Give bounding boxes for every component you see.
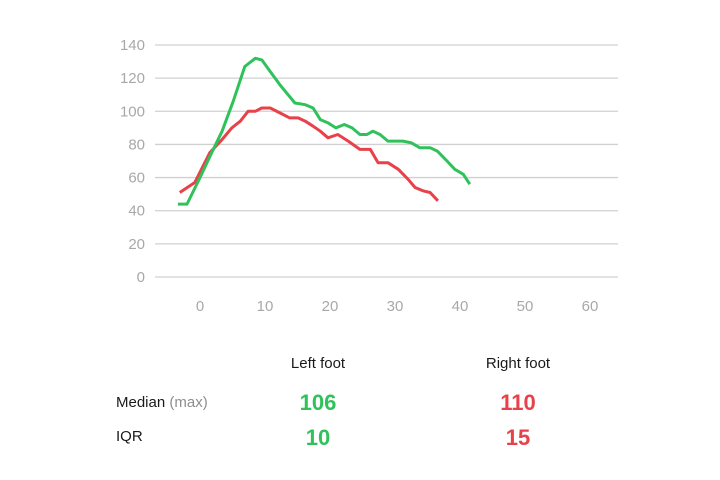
column-header-left-foot: Left foot xyxy=(290,355,346,372)
gridlines xyxy=(155,44,618,278)
left-foot-line xyxy=(177,56,472,206)
x-tick-label: 30 xyxy=(387,298,404,315)
iqr-right-value: 15 xyxy=(505,425,531,450)
y-tick-label: 80 xyxy=(128,136,145,153)
x-tick-label: 0 xyxy=(196,298,204,315)
x-axis-ticks: 0 10 20 30 40 50 60 xyxy=(196,298,599,315)
median-label-suffix: (max) xyxy=(169,394,208,411)
series-lines xyxy=(177,56,472,206)
y-axis-ticks: 0 20 40 60 80 100 120 140 xyxy=(120,37,145,286)
y-tick-label: 0 xyxy=(137,269,145,286)
line-chart: 0 20 40 60 80 100 120 140 0 10 20 30 40 50 60 xyxy=(120,37,618,315)
y-tick-label: 40 xyxy=(128,203,145,220)
y-tick-label: 60 xyxy=(128,170,145,187)
column-header-right-foot: Right foot xyxy=(485,355,551,372)
x-tick-label: 20 xyxy=(322,298,339,315)
y-tick-label: 140 xyxy=(120,37,145,54)
right-foot-line xyxy=(178,106,439,202)
x-tick-label: 40 xyxy=(452,298,469,315)
x-tick-label: 10 xyxy=(257,298,274,315)
y-tick-label: 120 xyxy=(120,70,145,87)
y-tick-label: 20 xyxy=(128,236,145,253)
median-left-value: 106 xyxy=(299,390,337,415)
y-tick-label: 100 xyxy=(120,103,145,120)
median-right-value: 110 xyxy=(500,390,536,415)
row-label-median: Median (max) xyxy=(116,394,208,411)
iqr-label: IQR xyxy=(116,428,143,445)
row-label-iqr: IQR xyxy=(116,428,143,445)
iqr-left-value: 10 xyxy=(305,425,331,450)
x-tick-label: 50 xyxy=(517,298,534,315)
x-tick-label: 60 xyxy=(582,298,599,315)
median-label: Median xyxy=(116,394,166,411)
